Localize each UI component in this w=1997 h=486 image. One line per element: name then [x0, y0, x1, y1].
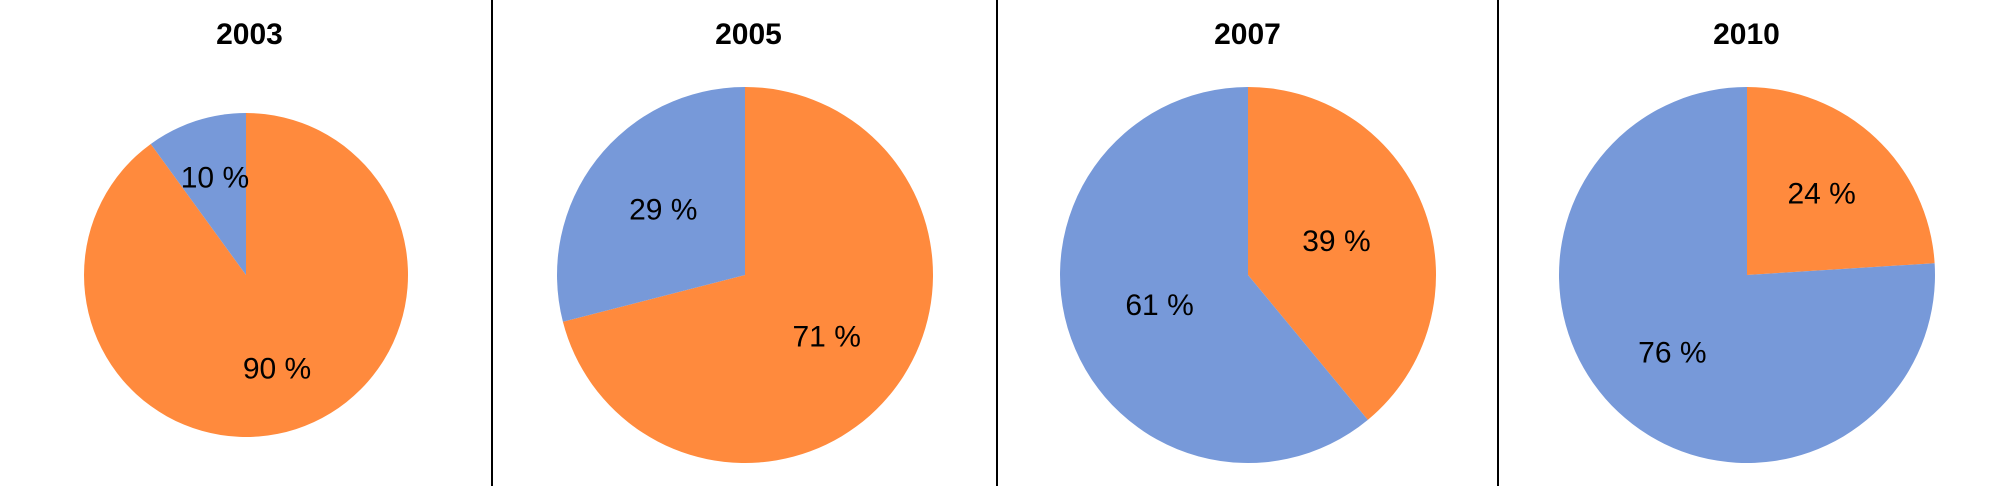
pie-chart: 24 % 76 % [1559, 87, 1936, 463]
pie-slice [1248, 87, 1437, 420]
chart-title: 2007 [1214, 18, 1281, 51]
data-label: 24 % [1787, 177, 1855, 210]
data-label: 61 % [1125, 289, 1193, 322]
pie-chart: 71 % 29 % [557, 87, 934, 463]
data-label: 29 % [629, 194, 697, 227]
data-label: 39 % [1302, 225, 1370, 258]
pie-panel-2010: 2010 24 % 76 % [1497, 0, 1996, 486]
pie-slice [1559, 87, 1936, 463]
pie-chart: 39 % 61 % [1060, 87, 1437, 464]
chart-title: 2010 [1713, 18, 1780, 51]
pie-panel-2005: 2005 71 % 29 % [499, 0, 998, 486]
data-label: 76 % [1638, 336, 1706, 369]
chart-title: 2003 [216, 18, 283, 51]
panel-divider [996, 0, 998, 486]
data-label: 71 % [793, 320, 861, 353]
pie-slice [562, 87, 934, 463]
panel-divider [1497, 0, 1499, 486]
pie-slice [557, 87, 745, 322]
pie-slice [150, 113, 246, 275]
pie-panel-2007: 2007 39 % 61 % [998, 0, 1497, 486]
pie-panel-2003: 2003 90 % 10 % [0, 0, 499, 486]
chart-title: 2005 [715, 18, 782, 51]
data-label: 90 % [243, 352, 311, 385]
pie-slice [84, 113, 409, 438]
data-label: 10 % [181, 161, 249, 194]
panel-divider [491, 0, 493, 486]
pie-slice [1747, 87, 1935, 275]
pie-slice [1060, 87, 1368, 464]
pie-chart: 90 % 10 % [84, 113, 409, 438]
